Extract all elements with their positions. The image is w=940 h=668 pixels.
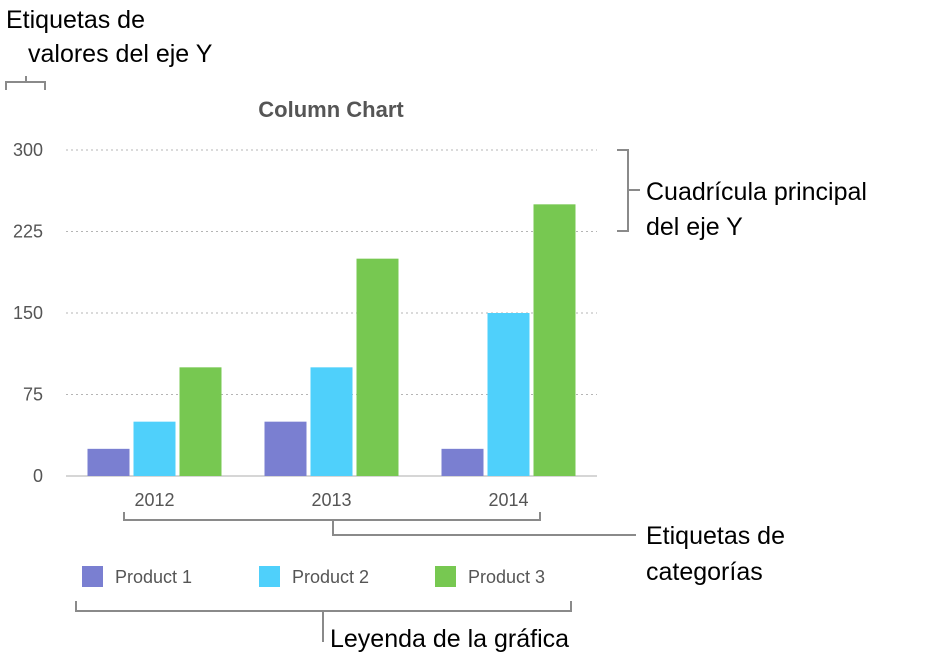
- y-tick-labels: 0 75 150 225 300: [13, 140, 43, 486]
- y-value-labels-callout: Etiquetas de valores del eje Y: [5, 6, 213, 90]
- major-gridlines-callout-line-1: Cuadrícula principal: [646, 178, 867, 206]
- major-gridlines-callout: Cuadrícula principal del eje Y: [617, 149, 867, 241]
- x-category-labels: 2012 2013 2014: [134, 490, 528, 510]
- legend-callout-label: Leyenda de la gráfica: [330, 625, 569, 653]
- y-tick-label: 150: [13, 303, 43, 323]
- chart-title: Column Chart: [258, 97, 404, 122]
- y-value-labels-bracket: [5, 76, 46, 90]
- y-tick-label: 75: [23, 385, 43, 405]
- y-tick-label: 0: [33, 466, 43, 486]
- category-labels-callout-line-2: categorías: [646, 558, 763, 586]
- legend-label: Product 3: [468, 567, 545, 587]
- bar-product-1-2014: [441, 448, 484, 476]
- bar-product-2-2012: [133, 421, 176, 476]
- legend-label: Product 2: [292, 567, 369, 587]
- legend-swatch: [435, 566, 456, 587]
- bar-product-3-2012: [179, 367, 222, 476]
- category-labels-bracket: [123, 512, 636, 536]
- bars: [87, 204, 576, 477]
- bar-product-2-2013: [310, 367, 353, 476]
- y-value-labels-callout-line-1: Etiquetas de: [6, 6, 145, 34]
- category-labels-callout-line-1: Etiquetas de: [646, 522, 785, 550]
- legend-callout: Leyenda de la gráfica: [75, 601, 572, 653]
- bar-product-1-2013: [264, 421, 307, 476]
- x-category-label: 2013: [311, 490, 351, 510]
- x-category-label: 2012: [134, 490, 174, 510]
- bar-product-3-2013: [356, 258, 399, 476]
- bar-product-1-2012: [87, 448, 130, 476]
- chart-legend: Product 1 Product 2 Product 3: [82, 566, 545, 587]
- y-tick-label: 225: [13, 222, 43, 242]
- legend-swatch: [259, 566, 280, 587]
- major-gridlines-callout-line-2: del eje Y: [646, 213, 743, 241]
- bar-product-2-2014: [487, 313, 530, 476]
- y-tick-label: 300: [13, 140, 43, 160]
- category-labels-callout: Etiquetas de categorías: [123, 512, 785, 586]
- major-gridlines-bracket: [617, 149, 640, 232]
- legend-bracket: [75, 601, 572, 642]
- legend-label: Product 1: [115, 567, 192, 587]
- x-category-label: 2014: [488, 490, 528, 510]
- bar-product-3-2014: [533, 204, 576, 477]
- legend-swatch: [82, 566, 103, 587]
- y-value-labels-callout-line-2: valores del eje Y: [28, 40, 213, 68]
